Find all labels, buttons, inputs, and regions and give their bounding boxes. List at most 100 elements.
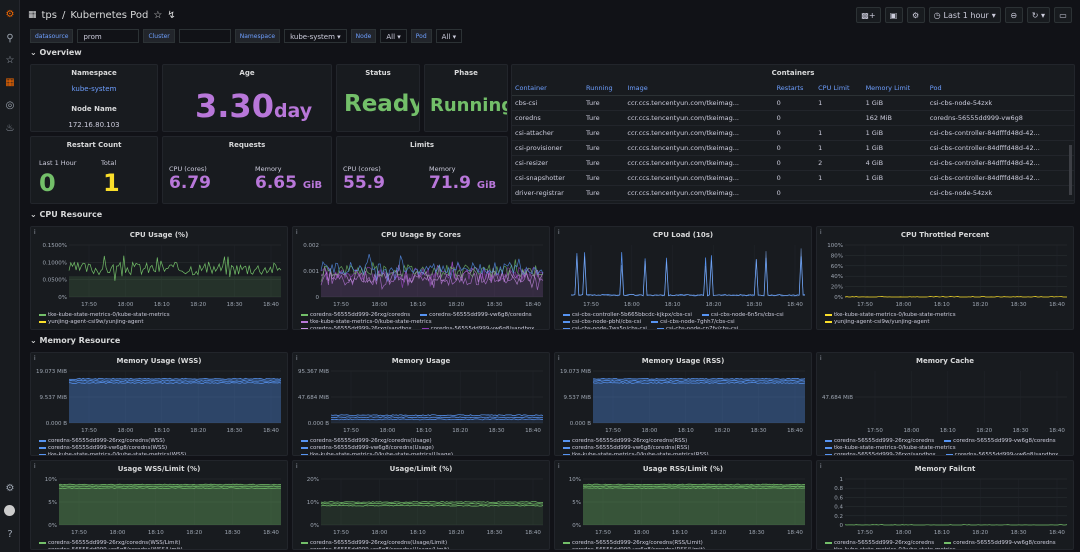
table-scrollbar[interactable] bbox=[1069, 145, 1072, 195]
panel-plot[interactable]: 0.002 0.001 0 17:50 18:00 18:10 18:20 18:30 18:4… bbox=[297, 241, 547, 311]
containers-col-container[interactable]: Container bbox=[512, 81, 584, 96]
containers-col-image[interactable]: Image bbox=[624, 81, 774, 96]
legend-item[interactable]: csi-cbs-node-6n5rs/cbs-csi bbox=[701, 312, 784, 318]
row-overview[interactable]: ⌄ Overview bbox=[30, 48, 82, 57]
legend-item[interactable]: coredns-56555dd999-vw6g8/coredns(WSS) bbox=[39, 445, 167, 451]
row-memory-resource[interactable]: ⌄ Memory Resource bbox=[30, 336, 121, 345]
panel-title[interactable]: Memory Usage (RSS) bbox=[641, 357, 725, 365]
star-icon[interactable]: ☆ bbox=[153, 9, 163, 21]
legend-item[interactable]: coredns-56555dd999-vw6g8/coredns(Usage) bbox=[301, 445, 434, 451]
legend-item[interactable]: tke-kube-state-metrics-0/kube-state-metr… bbox=[301, 452, 453, 455]
panel-title[interactable]: CPU Throttled Percent bbox=[900, 231, 990, 239]
zoom-out-button[interactable]: ⊖ bbox=[1004, 7, 1023, 23]
panel-title[interactable]: Memory Usage bbox=[391, 357, 451, 365]
var-select-cluster[interactable] bbox=[178, 29, 231, 43]
info-icon[interactable]: i bbox=[820, 463, 822, 470]
dashboards-icon[interactable]: ▦ bbox=[5, 77, 15, 88]
share-icon[interactable]: ↯ bbox=[167, 9, 176, 21]
panel-plot[interactable]: 10% 5% 0% 17:50 18:00 18:10 18:20 18:30 18:40 bbox=[35, 475, 285, 539]
panel-plot[interactable]: 20% 10% 0% 17:50 18:00 18:10 18:20 18:30 18:40 bbox=[297, 475, 547, 539]
panel-plot[interactable]: 17:50 18:00 18:10 18:20 18:30 18:40 bbox=[559, 241, 809, 311]
containers-col-running[interactable]: Running bbox=[583, 81, 625, 96]
panel-plot[interactable]: 47.684 MiB 17:50 18:00 18:10 18:20 18:30 18:40 bbox=[821, 367, 1071, 437]
legend-item[interactable]: coredns-56555dd999-26rxg/sandbox bbox=[825, 452, 936, 455]
legend-item[interactable]: tke-kube-state-metrics-0/kube-state-metr… bbox=[825, 445, 956, 451]
star-icon[interactable]: ☆ bbox=[5, 55, 15, 66]
legend-item[interactable]: tke-kube-state-metrics-0/kube-state-metr… bbox=[301, 319, 432, 325]
legend-item[interactable]: tke-kube-state-metrics-0/kube-state-metr… bbox=[39, 452, 186, 455]
var-select-node[interactable]: All ▾ bbox=[380, 29, 407, 43]
info-icon[interactable]: i bbox=[558, 355, 560, 362]
legend-item[interactable]: coredns-56555dd999-26rxg/coredns(Usage) bbox=[301, 438, 432, 444]
legend-item[interactable]: coredns-56555dd999-vw6g8/sandbox bbox=[945, 452, 1058, 455]
legend-item[interactable]: csi-cbs-node-7ws5n/cbs-csi bbox=[563, 326, 647, 329]
panel-plot[interactable]: 19.073 MiB 9.537 MiB 0.000 B 17:50 18:00 18:1… bbox=[559, 367, 809, 437]
panel-title[interactable]: Memory Usage (WSS) bbox=[116, 357, 202, 365]
legend-item[interactable]: coredns-56555dd999-vw6g8/coredns(WSS/Lim… bbox=[39, 547, 183, 549]
alerting-icon[interactable]: ♨ bbox=[5, 123, 15, 134]
row-cpu-resource[interactable]: ⌄ CPU Resource bbox=[30, 210, 103, 219]
info-icon[interactable]: i bbox=[296, 229, 298, 236]
dashboard-settings-button[interactable]: ⚙ bbox=[906, 7, 925, 23]
legend-item[interactable]: tke-kube-state-metrics-0/kube-state-metr… bbox=[563, 452, 709, 455]
explore-icon[interactable]: ◎ bbox=[5, 100, 15, 111]
legend-item[interactable]: csi-cbs-node-pbhl/cbs-csi bbox=[563, 319, 641, 325]
info-icon[interactable]: i bbox=[820, 355, 822, 362]
dashboard-title[interactable]: Kubernetes Pod bbox=[70, 9, 149, 21]
legend-item[interactable]: coredns-56555dd999-26rxg/coredns(RSS) bbox=[563, 438, 687, 444]
legend-item[interactable]: csi-cbs-node-7ghh7/cbs-csi bbox=[651, 319, 735, 325]
add-panel-button[interactable]: ▩+ bbox=[856, 7, 881, 23]
legend-item[interactable]: coredns-56555dd999-vw6g8/coredns(RSS/Lim… bbox=[563, 547, 705, 549]
legend-item[interactable]: csi-cbs-controller-5b665bbcdc-kjkpx/cbs-… bbox=[563, 312, 692, 318]
avatar[interactable] bbox=[4, 505, 15, 516]
legend-item[interactable]: coredns-56555dd999-26rxg/coredns bbox=[825, 540, 934, 546]
breadcrumb-folder[interactable]: tps bbox=[41, 9, 57, 21]
info-icon[interactable]: i bbox=[34, 229, 36, 236]
legend-item[interactable]: coredns-56555dd999-26rxg/coredns bbox=[825, 438, 934, 444]
legend-item[interactable]: coredns-56555dd999-26rxg/coredns(WSS) bbox=[39, 438, 165, 444]
legend-item[interactable]: coredns-56555dd999-26rxg/coredns bbox=[301, 312, 410, 318]
info-icon[interactable]: i bbox=[820, 229, 822, 236]
panel-plot[interactable]: 0.1500% 0.1000% 0.0500% 0% 17:50 18:00 18:10 18… bbox=[35, 241, 285, 311]
panel-title[interactable]: Usage RSS/Limit (%) bbox=[642, 465, 724, 473]
legend-item[interactable]: coredns-56555dd999-26rxg/coredns(WSS/Lim… bbox=[39, 540, 180, 546]
panel-plot[interactable]: 95.367 MiB 47.684 MiB 0.000 B 17:50 18:00 18:… bbox=[297, 367, 547, 437]
info-icon[interactable]: i bbox=[558, 229, 560, 236]
legend-item[interactable]: csi-cbs-node-cn7fv/cbs-csi bbox=[656, 326, 738, 329]
info-icon[interactable]: i bbox=[34, 355, 36, 362]
panel-plot[interactable]: 100% 80% 60% 40% 20% 0% 17:50 18:00 18:10 18:20 18… bbox=[821, 241, 1071, 311]
legend-item[interactable]: coredns-56555dd999-vw6g8/coredns bbox=[420, 312, 532, 318]
legend-item[interactable]: coredns-56555dd999-26rxg/coredns(Usage/L… bbox=[301, 540, 447, 546]
info-icon[interactable]: i bbox=[34, 463, 36, 470]
time-picker[interactable]: ◷ Last 1 hour ▾ bbox=[928, 7, 1001, 23]
legend-item[interactable]: coredns-56555dd999-vw6g8/coredns bbox=[944, 438, 1056, 444]
legend-item[interactable]: tke-kube-state-metrics-0/kube-state-metr… bbox=[825, 547, 956, 549]
legend-item[interactable]: tke-kube-state-metrics-0/kube-state-metr… bbox=[39, 312, 170, 318]
info-icon[interactable]: i bbox=[296, 355, 298, 362]
legend-item[interactable]: coredns-56555dd999-26rxg/coredns(RSS/Lim… bbox=[563, 540, 703, 546]
containers-col-memory-limit[interactable]: Memory Limit bbox=[862, 81, 927, 96]
search-icon[interactable]: ⚲ bbox=[6, 33, 14, 44]
info-icon[interactable]: i bbox=[296, 463, 298, 470]
panel-plot[interactable]: 19.073 MiB 9.537 MiB 0.000 B 17:50 18:00 18:1… bbox=[35, 367, 285, 437]
var-select-namespace[interactable]: kube-system ▾ bbox=[284, 29, 347, 43]
refresh-button[interactable]: ↻ ▾ bbox=[1026, 7, 1050, 23]
tv-mode-button[interactable]: ▭ bbox=[1054, 7, 1072, 23]
info-icon[interactable]: i bbox=[558, 463, 560, 470]
containers-col-restarts[interactable]: Restarts bbox=[773, 81, 816, 96]
panel-title[interactable]: CPU Usage By Cores bbox=[381, 231, 461, 239]
panel-title[interactable]: Memory Failcnt bbox=[914, 465, 976, 473]
legend-item[interactable]: coredns-56555dd999-vw6g8/coredns(Usage/L… bbox=[301, 547, 449, 549]
panel-title[interactable]: CPU Load (10s) bbox=[652, 231, 714, 239]
panel-title[interactable]: Usage WSS/Limit (%) bbox=[117, 465, 201, 473]
legend-item[interactable]: coredns-56555dd999-vw6g8/sandbox bbox=[421, 326, 534, 329]
legend-item[interactable]: coredns-56555dd999-vw6g8/coredns bbox=[944, 540, 1056, 546]
legend-item[interactable]: coredns-56555dd999-26rxg/sandbox bbox=[301, 326, 412, 329]
legend-item[interactable]: coredns-56555dd999-vw6g8/coredns(RSS) bbox=[563, 445, 690, 451]
containers-col-pod[interactable]: Pod bbox=[926, 81, 1074, 96]
var-select-pod[interactable]: All ▾ bbox=[435, 29, 463, 43]
legend-item[interactable]: yunjing-agent-csi9w/yunjing-agent bbox=[39, 319, 144, 325]
panel-title[interactable]: CPU Usage (%) bbox=[129, 231, 189, 239]
legend-item[interactable]: tke-kube-state-metrics-0/kube-state-metr… bbox=[825, 312, 956, 318]
grafana-logo-icon[interactable]: ⚙ bbox=[5, 9, 15, 20]
